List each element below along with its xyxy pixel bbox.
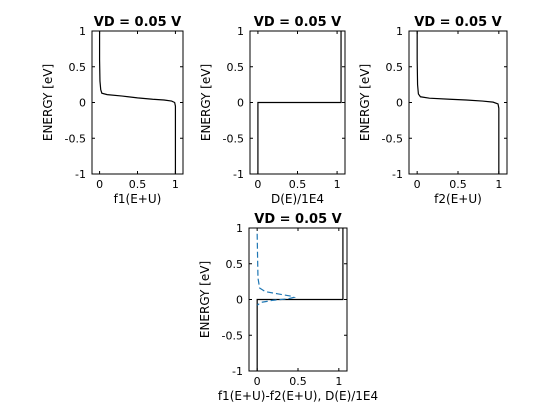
x-tick-label: 1 <box>334 178 341 191</box>
y-tick-label: 1 <box>236 222 243 235</box>
plot-title: VD = 0.05 V <box>94 15 181 30</box>
y-axis-label: ENERGY [eV] <box>198 261 212 338</box>
y-axis-label: ENERGY [eV] <box>199 64 213 141</box>
y-tick-label: 1 <box>79 25 86 38</box>
y-tick-label: -0.5 <box>222 329 243 342</box>
y-tick-label: 1 <box>237 25 244 38</box>
subplot-3: VD = 0.05 V 1 0.5 0 -0.5 -1 0 0.5 1 f2(E+U) ENERGY… <box>358 15 508 206</box>
x-axis-label: D(E)/1E4 <box>271 192 324 206</box>
y-tick-label: 0 <box>79 97 86 110</box>
series-line-1 <box>257 31 342 174</box>
x-tick-label: 0.5 <box>129 178 147 191</box>
series-line-1 <box>416 31 500 174</box>
plot-title: VD = 0.05 V <box>414 15 501 30</box>
y-tick-label: 0 <box>396 97 403 110</box>
plot-title: VD = 0.05 V <box>254 15 341 30</box>
x-axis-label: f1(E+U)-f2(E+U), D(E)/1E4 <box>218 389 378 403</box>
y-tick-label: 0.5 <box>69 61 87 74</box>
series-line-2 <box>256 233 297 306</box>
y-tick-label: -1 <box>232 365 243 378</box>
y-tick-label: -0.5 <box>382 132 403 145</box>
plot-title: VD = 0.05 V <box>254 212 341 227</box>
x-tick-label: 1 <box>335 375 342 388</box>
x-tick-label: 0.5 <box>289 375 307 388</box>
subplot-1: VD = 0.05 V 1 0.5 0 -0.5 -1 0 0.5 1 f1(E+U) ENERGY… <box>41 15 184 206</box>
x-tick-label: 1 <box>495 178 502 191</box>
y-tick-label: 0.5 <box>227 61 245 74</box>
y-tick-label: -0.5 <box>223 132 244 145</box>
x-tick-label: 0 <box>254 178 261 191</box>
x-tick-label: 0 <box>414 178 421 191</box>
plot-frame <box>91 30 184 175</box>
x-tick-label: 1 <box>172 178 179 191</box>
y-axis-label: ENERGY [eV] <box>358 64 372 141</box>
subplot-4: VD = 0.05 V10.50-0.5-10 0.5 1f1(E+U)-f2(E+… <box>198 212 378 403</box>
series-line-1 <box>98 31 177 174</box>
y-tick-label: -1 <box>75 168 86 181</box>
y-axis-label: ENERGY [eV] <box>41 64 55 141</box>
subplot-2: VD = 0.05 V 1 0.5 0 -0.5 -1 0 0.5 1 D(E)/1E4 ENERG… <box>199 15 346 206</box>
y-tick-label: 0 <box>237 97 244 110</box>
y-tick-label: -0.5 <box>65 132 86 145</box>
series-line-1 <box>256 228 344 371</box>
x-tick-label: 0.5 <box>289 178 307 191</box>
y-tick-label: 0.5 <box>386 61 404 74</box>
y-tick-label: -1 <box>233 168 244 181</box>
x-tick-label: 0.5 <box>449 178 467 191</box>
y-tick-label: -1 <box>392 168 403 181</box>
x-tick-label: 0 <box>96 178 103 191</box>
y-tick-label: 0.5 <box>226 258 244 271</box>
y-tick-label: 1 <box>396 25 403 38</box>
x-axis-label: f1(E+U) <box>114 192 162 206</box>
y-tick-label: 0 <box>236 294 243 307</box>
x-tick-label: 0 <box>254 375 261 388</box>
x-axis-label: f2(E+U) <box>434 192 482 206</box>
